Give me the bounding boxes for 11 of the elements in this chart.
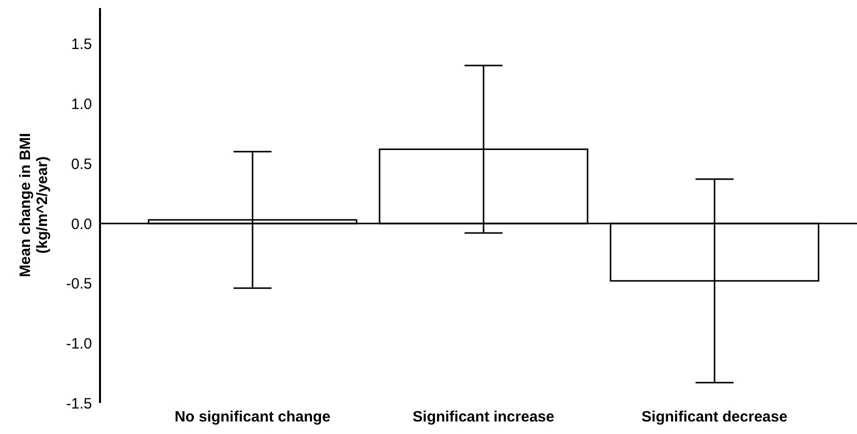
y-tick-label: -0.5 <box>66 276 92 293</box>
x-tick-label: Significant increase <box>412 408 554 426</box>
x-tick-label: Significant decrease <box>642 408 788 426</box>
y-tick-label: 0.5 <box>71 156 92 173</box>
y-axis-title: Mean change in BMI (kg/m^2/year) <box>17 132 51 278</box>
y-tick-label: -1.5 <box>66 395 92 412</box>
y-tick-label: 0.0 <box>71 216 92 233</box>
y-tick-label: -1.0 <box>66 335 92 352</box>
y-tick-label: 1.0 <box>71 96 92 114</box>
y-tick-label: 1.5 <box>71 36 92 54</box>
x-tick-label: No significant change <box>174 408 330 426</box>
